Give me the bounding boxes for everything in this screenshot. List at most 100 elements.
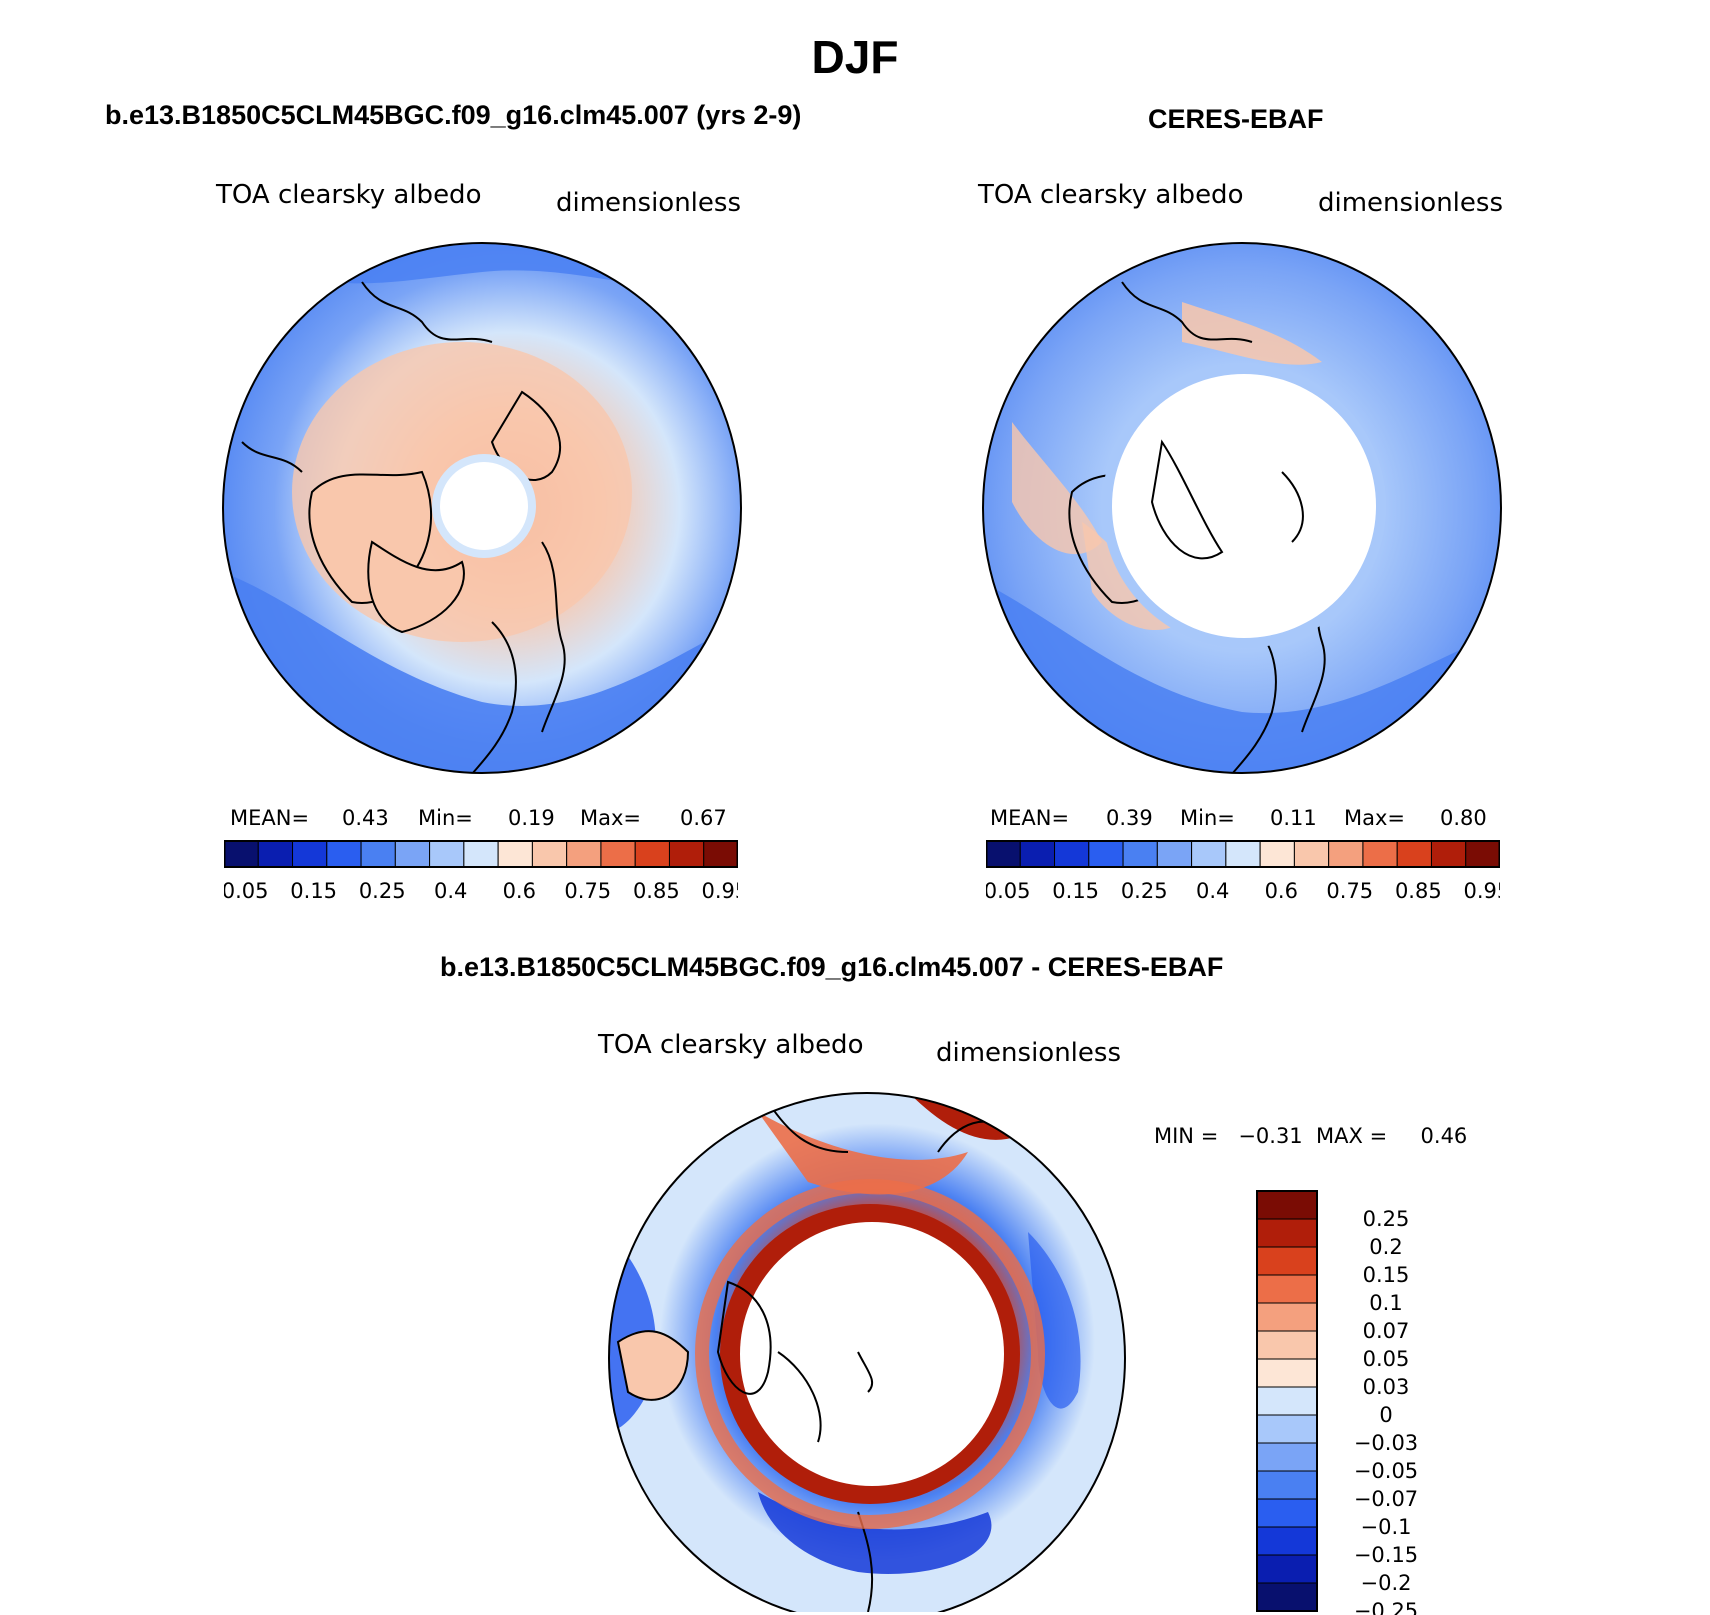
colorbar-tick-label: −0.1 [1361,1515,1412,1539]
colorbar-swatch [360,840,396,868]
colorbar-tick-label: 0.07 [1363,1319,1410,1343]
colorbar-swatch [1122,840,1158,868]
model-units-label: dimensionless [556,188,741,218]
colorbar-swatch [1191,840,1227,868]
colorbar-tick-label: 0.25 [1121,879,1168,903]
model-polar-map [222,242,742,774]
obs-mean-label: MEAN= [990,806,1070,830]
colorbar-swatch [1293,840,1330,868]
obs-colorbar: 0.05 0.15 0.25 0.4 0.6 0.75 0.85 0.95 [986,840,1500,903]
diff-polar-map [608,1092,1126,1612]
obs-variable-label: TOA clearsky albedo [978,180,1244,210]
colorbar-swatch [1256,1470,1318,1500]
model-variable-label: TOA clearsky albedo [216,180,482,210]
page-title: DJF [811,31,899,83]
colorbar-tick-label: 0.4 [1196,879,1229,903]
obs-min-label: Min= [1180,806,1235,830]
colorbar-tick-label: −0.05 [1354,1459,1418,1483]
colorbar-swatch [1256,1526,1318,1556]
colorbar-swatch [394,840,431,868]
obs-mean-value: 0.39 [1106,806,1153,830]
diff-minmax-text: MIN = −0.31 MAX = 0.46 [1154,1124,1468,1148]
colorbar-tick-label: 0.05 [1363,1347,1410,1371]
colorbar-tick-label: 0.15 [1363,1263,1410,1287]
obs-max-label: Max= [1344,806,1406,830]
colorbar-tick-label: −0.07 [1354,1487,1418,1511]
colorbar-swatch [1259,840,1295,868]
obs-case-title: CERES-EBAF [1148,104,1324,134]
colorbar-swatch [668,840,705,868]
obs-min-value: 0.11 [1270,806,1317,830]
colorbar-tick-label: 0.75 [1326,879,1373,903]
diff-case-title: b.e13.B1850C5CLM45BGC.f09_g16.clm45.007 … [440,952,1224,982]
colorbar-swatch [1256,1330,1318,1360]
obs-polar-map [982,242,1502,774]
colorbar-tick-label: 0.15 [290,879,337,903]
colorbar-tick-label: 0.2 [1369,1235,1402,1259]
colorbar-tick-label: 0.25 [359,879,406,903]
colorbar-tick-label: −0.2 [1361,1571,1412,1595]
colorbar-swatch [1088,840,1124,868]
colorbar-swatch [1054,840,1090,868]
colorbar-swatch [1256,1582,1318,1612]
colorbar-swatch [1430,840,1467,868]
colorbar-swatch [224,840,259,868]
diff-variable-label: TOA clearsky albedo [598,1030,864,1060]
colorbar-swatch [1396,840,1432,868]
colorbar-tick-label: 0.15 [1052,879,1099,903]
colorbar-swatch [1256,1414,1318,1444]
colorbar-swatch [566,840,602,868]
colorbar-swatch [634,840,670,868]
colorbar-tick-label: 0.03 [1363,1375,1410,1399]
colorbar-swatch [703,840,738,868]
colorbar-swatch [1256,1274,1318,1304]
colorbar-swatch [1225,840,1261,868]
colorbar-swatch [1256,1498,1318,1528]
colorbar-tick-label: 0.85 [633,879,680,903]
colorbar-tick-label: 0.25 [1363,1207,1410,1231]
colorbar-swatch [1256,1358,1318,1388]
colorbar-tick-label: 0.1 [1369,1291,1402,1315]
colorbar-swatch [497,840,533,868]
colorbar-tick-label: 0 [1379,1403,1392,1427]
colorbar-swatch [1019,840,1056,868]
colorbar-swatch [1328,840,1364,868]
colorbar-swatch [429,840,465,868]
colorbar-tick-label: 0.05 [224,879,269,903]
colorbar-swatch [326,840,362,868]
colorbar-swatch [531,840,568,868]
colorbar-swatch [1256,1554,1318,1584]
model-max-value: 0.67 [680,806,727,830]
colorbar-swatch [1256,1190,1318,1220]
colorbar-swatch [257,840,294,868]
colorbar-tick-label: 0.6 [503,879,536,903]
colorbar-swatch [1362,840,1398,868]
colorbar-swatch [463,840,499,868]
colorbar-swatch [1256,1246,1318,1276]
model-min-label: Min= [418,806,473,830]
colorbar-tick-label: −0.25 [1354,1599,1418,1615]
colorbar-tick-label: −0.03 [1354,1431,1418,1455]
colorbar-swatch [986,840,1021,868]
colorbar-tick-label: 0.4 [434,879,467,903]
colorbar-tick-label: 0.05 [986,879,1031,903]
colorbar-swatch [600,840,636,868]
model-max-label: Max= [580,806,642,830]
obs-max-value: 0.80 [1440,806,1487,830]
colorbar-swatch [1256,1386,1318,1416]
colorbar-swatch [1256,1218,1318,1248]
model-mean-value: 0.43 [342,806,389,830]
obs-units-label: dimensionless [1318,188,1503,218]
colorbar-swatch [1256,1442,1318,1472]
diff-colorbar: 0.25 0.2 0.15 0.1 0.07 0.05 0.03 0 −0.03 −0.05 −0.… [1256,1190,1418,1615]
colorbar-tick-label: 0.6 [1265,879,1298,903]
model-colorbar: 0.05 0.15 0.25 0.4 0.6 0.75 0.85 0.95 [224,840,738,903]
colorbar-tick-label: 0.95 [701,879,738,903]
colorbar-swatch [1465,840,1500,868]
diff-units-label: dimensionless [936,1038,1121,1068]
model-mean-label: MEAN= [230,806,310,830]
colorbar-swatch [292,840,328,868]
model-case-title: b.e13.B1850C5CLM45BGC.f09_g16.clm45.007 … [105,100,802,130]
model-min-value: 0.19 [508,806,555,830]
colorbar-tick-label: 0.85 [1395,879,1442,903]
